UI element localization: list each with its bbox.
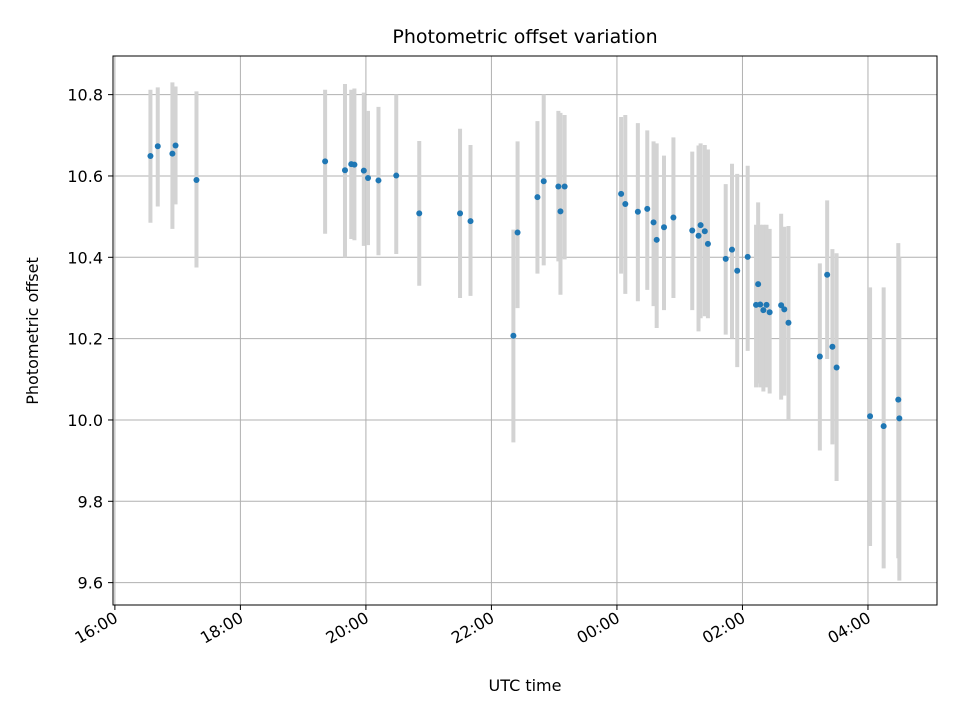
- data-point: [695, 232, 702, 239]
- data-point: [650, 219, 657, 226]
- data-point: [393, 172, 400, 179]
- data-point: [722, 255, 729, 262]
- chart-title: Photometric offset variation: [392, 26, 657, 48]
- data-point: [169, 150, 176, 157]
- data-point: [829, 343, 836, 350]
- data-point: [895, 396, 902, 403]
- data-point: [172, 142, 179, 149]
- data-point: [644, 205, 651, 212]
- data-point: [618, 190, 625, 197]
- data-point: [360, 167, 367, 174]
- y-axis-label: Photometric offset: [23, 257, 42, 405]
- data-points: [147, 142, 903, 430]
- y-tick-label: 10.0: [67, 411, 103, 430]
- data-point: [555, 183, 562, 190]
- data-point: [689, 227, 696, 234]
- data-point: [824, 271, 831, 278]
- data-point: [661, 224, 668, 231]
- data-point: [322, 158, 329, 165]
- data-point: [634, 208, 641, 215]
- data-point: [510, 332, 517, 339]
- data-point: [763, 301, 770, 308]
- data-point: [701, 228, 708, 235]
- data-point: [778, 302, 785, 309]
- data-point: [734, 267, 741, 274]
- data-point: [534, 194, 541, 201]
- data-point: [781, 306, 788, 313]
- data-point: [416, 210, 423, 217]
- data-point: [365, 175, 372, 181]
- data-point: [561, 183, 568, 190]
- data-point: [755, 281, 762, 288]
- data-point: [833, 364, 840, 371]
- data-point: [896, 415, 903, 422]
- plot-area-frame: [112, 55, 938, 606]
- y-tick-label: 10.6: [67, 167, 103, 186]
- data-point: [867, 413, 874, 420]
- data-point: [540, 178, 547, 185]
- data-point: [375, 177, 382, 184]
- grid: [113, 56, 937, 605]
- data-point: [704, 240, 711, 247]
- data-point: [351, 161, 358, 168]
- data-point: [697, 222, 704, 229]
- data-point: [154, 143, 161, 150]
- data-point: [728, 246, 735, 253]
- data-point: [760, 307, 767, 314]
- data-point: [653, 236, 660, 243]
- y-tick-label: 9.8: [78, 492, 103, 511]
- data-point: [514, 229, 521, 236]
- y-tick-label: 10.4: [67, 248, 103, 267]
- y-tick-label: 10.8: [67, 86, 103, 105]
- y-tick-label: 10.2: [67, 330, 103, 349]
- data-point: [670, 214, 677, 221]
- data-point: [557, 208, 564, 215]
- data-point: [467, 218, 474, 225]
- data-point: [341, 167, 348, 174]
- data-point: [766, 309, 773, 316]
- x-axis-label: UTC time: [489, 676, 562, 695]
- data-point: [147, 153, 154, 160]
- data-point: [785, 319, 792, 326]
- y-axis-ticks: 9.6 9.8 10.0 10.2 10.4 10.6 10.8: [67, 86, 113, 593]
- data-point: [880, 423, 887, 430]
- data-point: [193, 177, 200, 184]
- data-point: [744, 253, 751, 260]
- data-point: [816, 353, 823, 360]
- data-point: [757, 301, 764, 308]
- data-point: [457, 210, 464, 217]
- y-tick-label: 9.6: [78, 574, 103, 593]
- data-point: [622, 201, 629, 208]
